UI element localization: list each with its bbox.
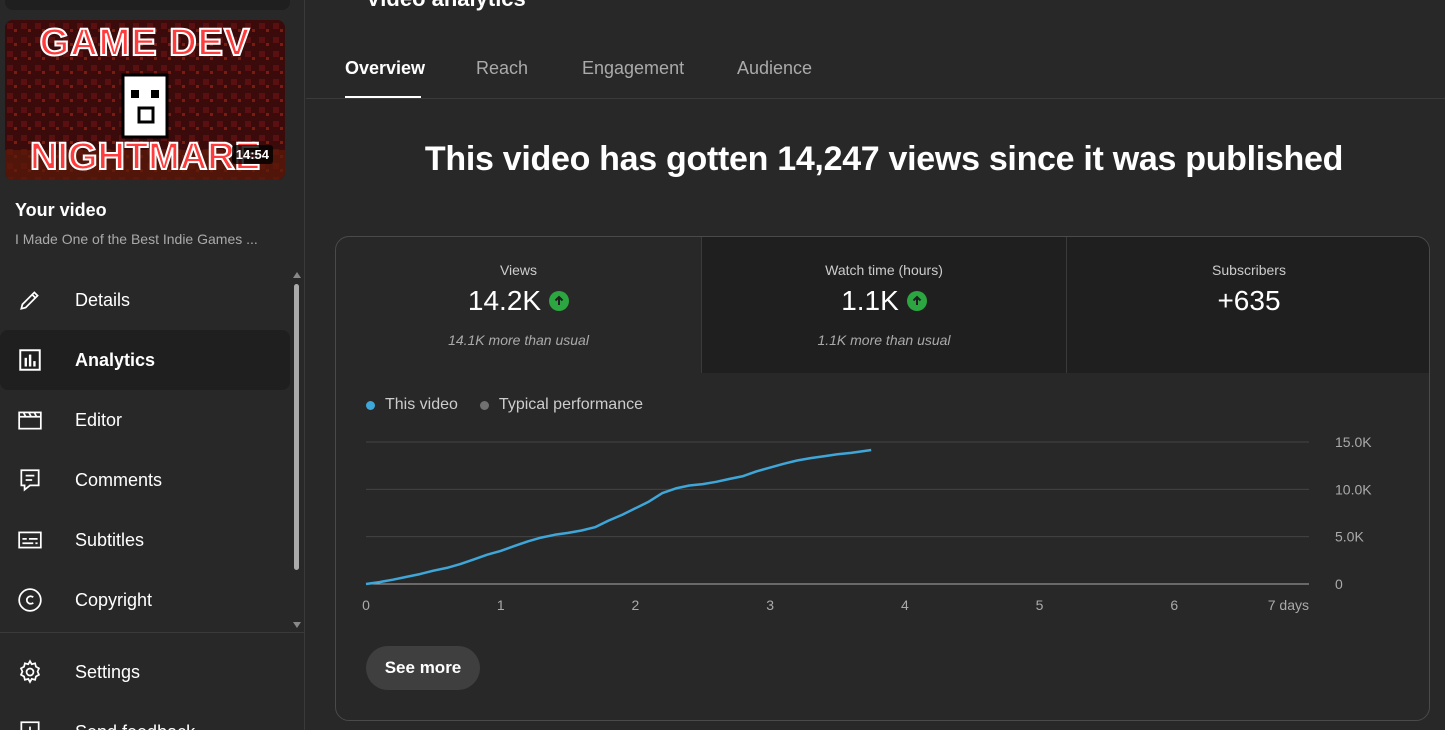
tab-reach[interactable]: Reach [476, 58, 529, 78]
metrics-row: Views 14.2K 14.1K more than usual Watch … [336, 237, 1429, 373]
x-tick-label: 6 [1170, 597, 1178, 613]
legend-item-typical[interactable]: Typical performance [479, 396, 643, 414]
sidebar-item-label: Details [75, 289, 131, 310]
sidebar-nav: Details Analytics Editor Comments Subtit… [0, 270, 290, 630]
sidebar-item-label: Subtitles [75, 529, 145, 550]
x-tick-label: 1 [497, 597, 505, 613]
metric-watch-time[interactable]: Watch time (hours) 1.1K 1.1K more than u… [701, 237, 1066, 373]
metric-label: Watch time (hours) [825, 262, 943, 278]
analytics-tabs: Overview Reach Engagement Audience [306, 40, 1445, 99]
sidebar-item-editor[interactable]: Editor [0, 390, 290, 450]
video-duration-badge: 14:54 [231, 145, 273, 164]
x-tick-label: 7 days [1268, 597, 1309, 613]
metric-comparison: 1.1K more than usual [817, 332, 951, 348]
metric-views[interactable]: Views 14.2K 14.1K more than usual [336, 237, 701, 373]
metric-label: Subscribers [1212, 262, 1286, 278]
scroll-down-arrow-icon[interactable] [293, 622, 301, 628]
film-icon [16, 406, 44, 434]
copyright-icon [16, 586, 44, 614]
series-line-this-video [365, 448, 872, 586]
sidebar-bottom-nav: Settings Send feedback [0, 642, 290, 730]
y-tick-label: 10.0K [1335, 481, 1372, 497]
y-tick-label: 0 [1335, 576, 1343, 592]
tab-engagement[interactable]: Engagement [582, 58, 685, 78]
your-video-heading: Your video [15, 200, 107, 220]
pencil-icon [16, 286, 44, 314]
sidebar-item-label: Editor [75, 409, 123, 430]
x-tick-label: 2 [632, 597, 640, 613]
metric-subscribers[interactable]: Subscribers +635 [1066, 237, 1429, 373]
x-tick-label: 4 [901, 597, 909, 613]
active-tab-indicator [345, 96, 421, 98]
overview-card: Views 14.2K 14.1K more than usual Watch … [335, 236, 1430, 721]
comment-icon [16, 466, 44, 494]
legend-dot-icon [366, 400, 375, 410]
metric-comparison: 14.1K more than usual [448, 332, 589, 348]
sidebar-item-analytics[interactable]: Analytics [0, 330, 290, 390]
y-tick-label: 15.0K [1335, 434, 1372, 450]
metric-label: Views [499, 262, 538, 278]
sidebar-item-send-feedback[interactable]: Send feedback [0, 702, 290, 730]
sidebar-item-label: Send feedback [75, 722, 195, 730]
video-title: I Made One of the Best Indie Games ... [15, 231, 258, 247]
page-title: Video analytics [366, 0, 526, 12]
sidebar-item-copyright[interactable]: Copyright [0, 570, 290, 630]
tab-overview[interactable]: Overview [345, 58, 426, 78]
legend-item-this-video[interactable]: This video [366, 396, 458, 414]
metric-value: 1.1K [841, 285, 899, 316]
metric-value: 14.2K [467, 285, 542, 316]
feedback-icon [16, 718, 44, 730]
scroll-up-arrow-icon[interactable] [293, 272, 301, 278]
trend-up-icon [906, 291, 927, 311]
legend-dot-icon [479, 400, 489, 410]
views-headline: This video has gotten 14,247 views since… [424, 140, 1344, 178]
sidebar-item-comments[interactable]: Comments [0, 450, 290, 510]
main-content: Video analytics Overview Reach Engagemen… [306, 0, 1445, 730]
sidebar-item-subtitles[interactable]: Subtitles [0, 510, 290, 570]
see-more-button[interactable]: See more [366, 646, 480, 690]
trend-up-icon [549, 291, 570, 311]
y-tick-label: 5.0K [1335, 529, 1364, 545]
chart-legend: This video Typical performance [366, 396, 665, 414]
sidebar-item-label: Analytics [75, 349, 156, 370]
video-thumbnail[interactable]: GAME DEV NIGHTMARE 14:54 [5, 20, 285, 180]
views-line-chart[interactable]: 0 5.0K 10.0K 15.0K 0 1 2 3 4 5 6 7 days [336, 427, 1430, 667]
x-tick-label: 0 [362, 597, 370, 613]
x-tick-label: 5 [1036, 597, 1044, 613]
tab-audience[interactable]: Audience [737, 58, 813, 78]
sidebar: GAME DEV NIGHTMARE 14:54 Your video I Ma… [0, 0, 305, 730]
legend-label: This video [385, 396, 458, 413]
scrollbar-thumb[interactable] [294, 284, 299, 570]
sidebar-scrollbar[interactable] [293, 272, 301, 632]
analytics-icon [16, 346, 44, 374]
sidebar-item-label: Comments [75, 469, 163, 490]
sidebar-item-details[interactable]: Details [0, 270, 290, 330]
gear-icon [16, 658, 44, 686]
ghost-character-icon [121, 73, 169, 139]
thumbnail-title-top: GAME DEV [39, 21, 251, 65]
sidebar-divider [0, 632, 304, 633]
thumbnail-title-bottom: NIGHTMARE [29, 135, 261, 179]
legend-label: Typical performance [498, 396, 643, 413]
x-tick-label: 3 [766, 597, 774, 613]
subtitles-icon [16, 526, 44, 554]
sidebar-item-label: Settings [75, 661, 141, 682]
sidebar-item-settings[interactable]: Settings [0, 642, 290, 702]
sidebar-top-control[interactable] [5, 0, 290, 10]
sidebar-item-label: Copyright [75, 589, 153, 610]
metric-value: +635 [1217, 285, 1281, 316]
